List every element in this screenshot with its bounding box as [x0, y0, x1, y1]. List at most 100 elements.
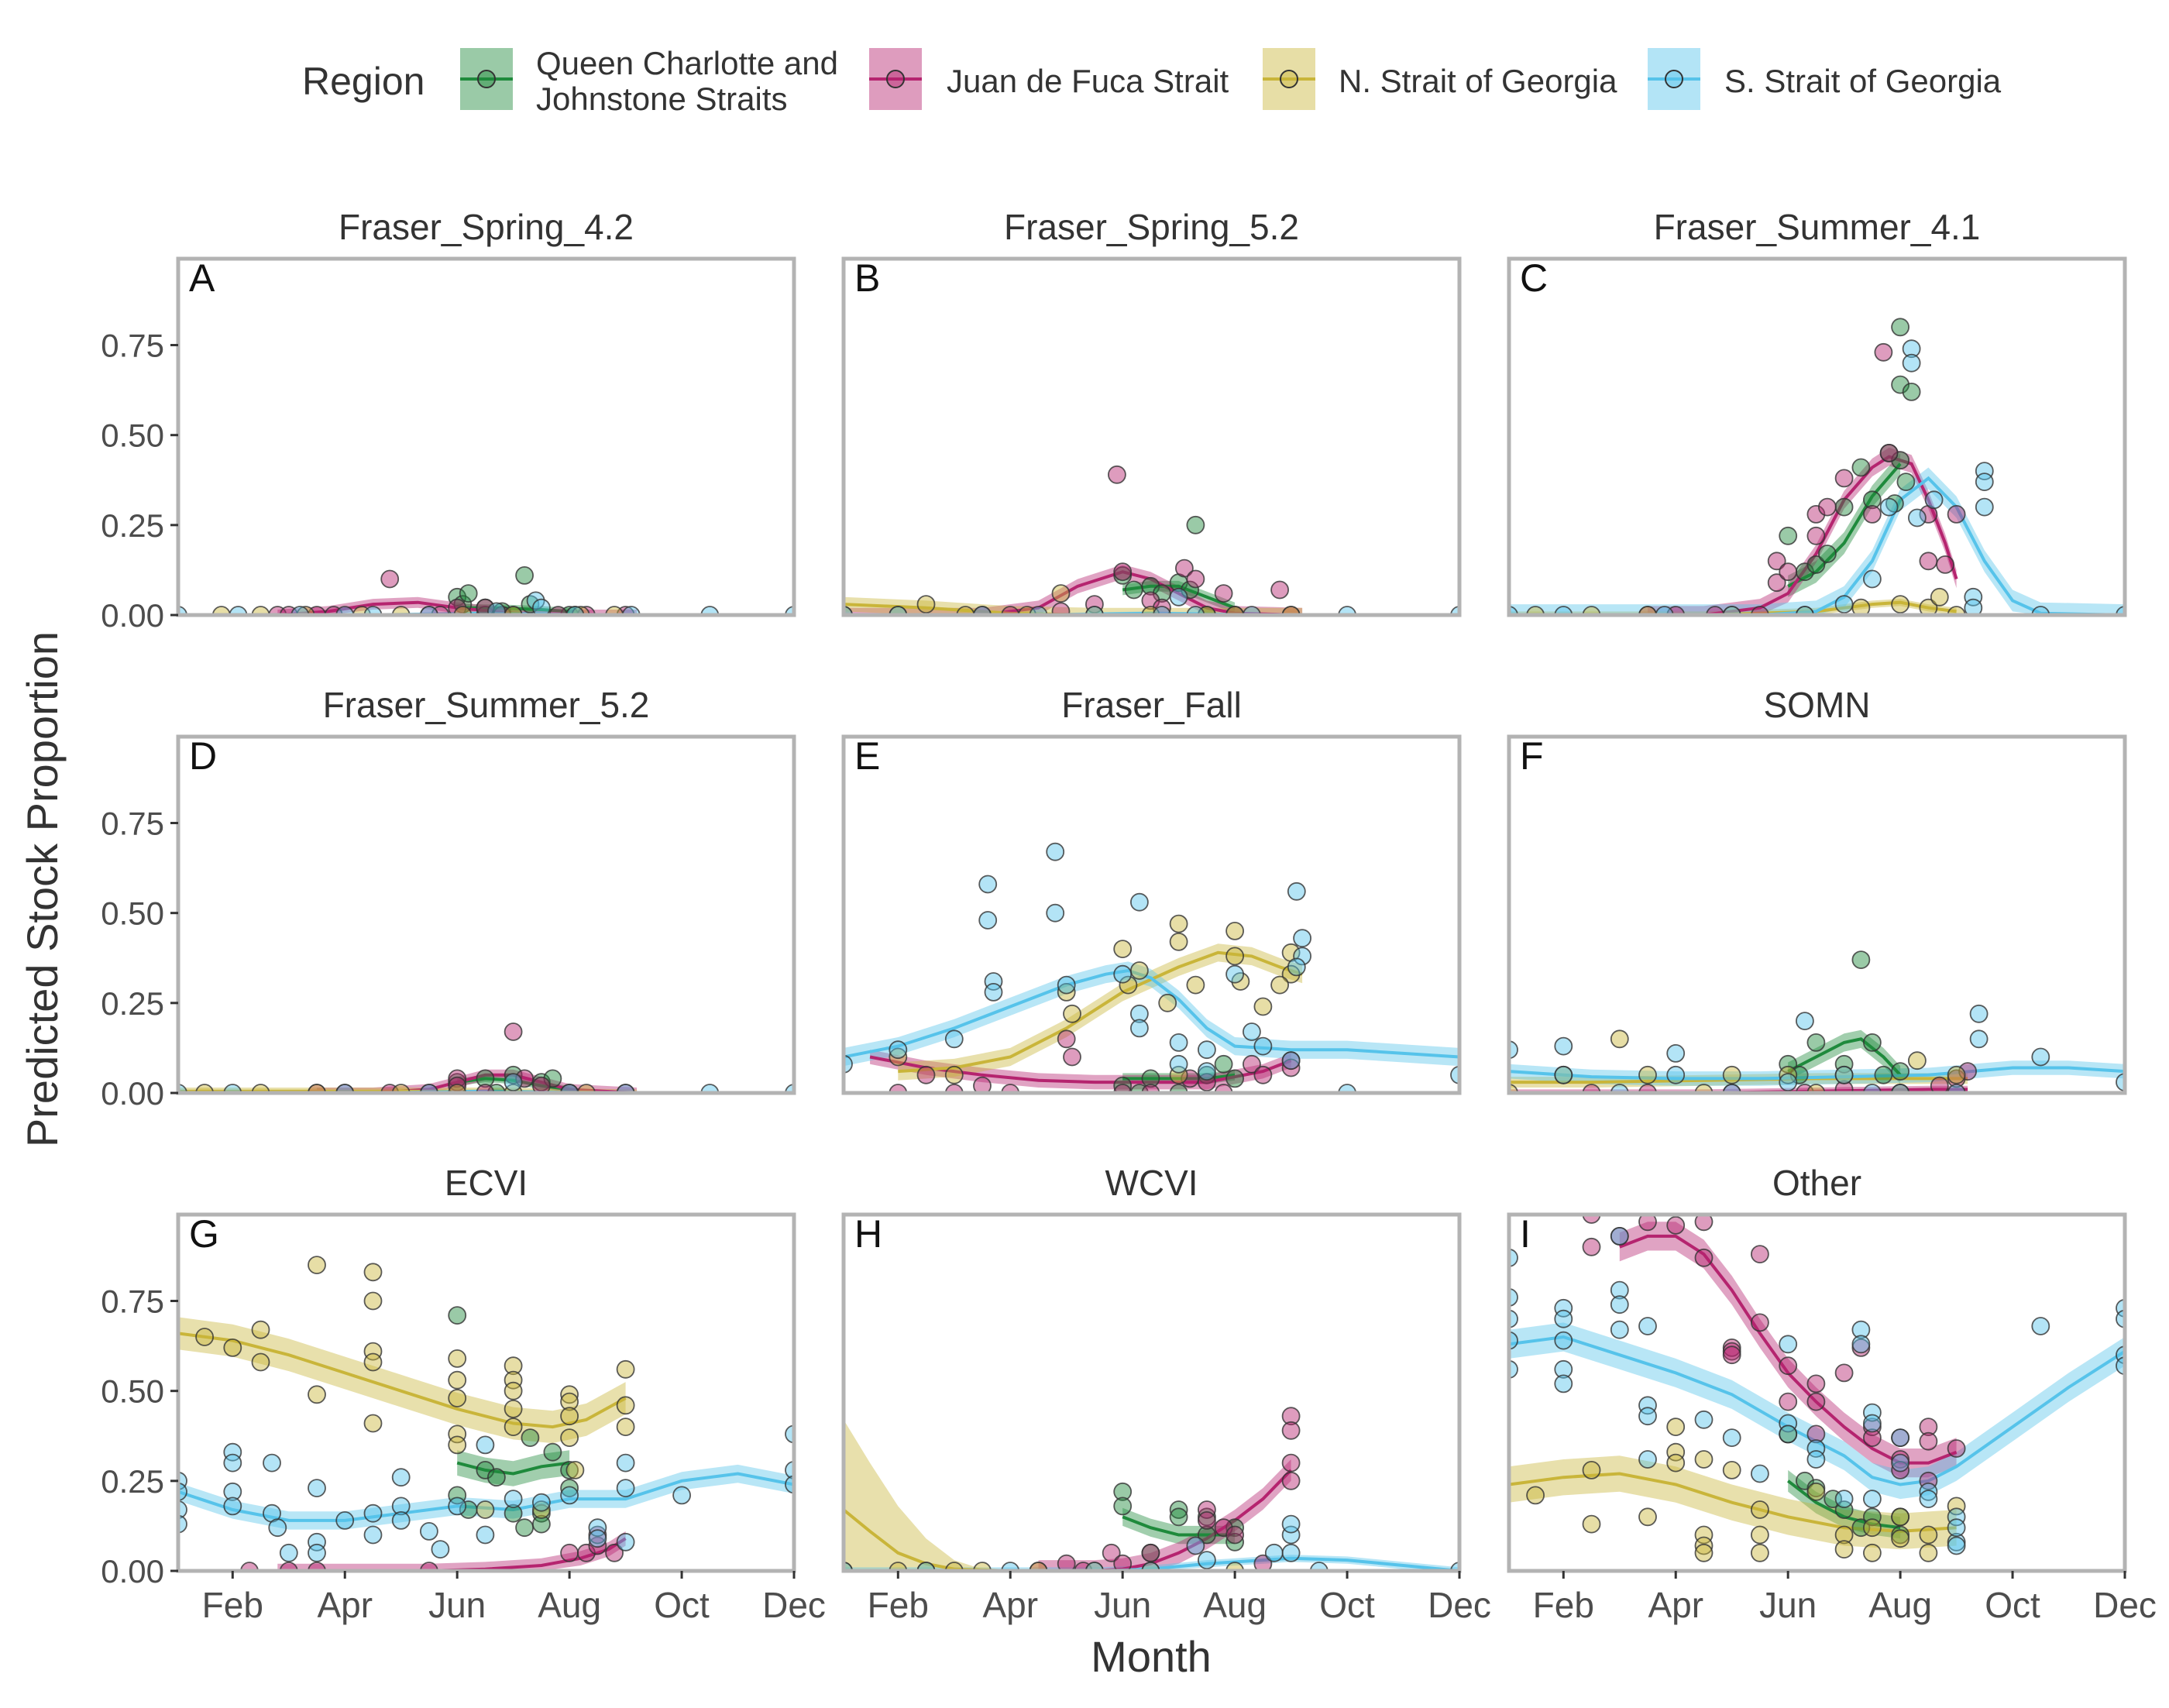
data-point-ssog: [363, 1504, 383, 1523]
data-point-qc: [1891, 318, 1910, 337]
data-point-jdf: [308, 606, 326, 615]
data-point-ssog: [1722, 606, 1741, 615]
panel-title: ECVI: [445, 1163, 528, 1203]
data-point-qc: [515, 1518, 534, 1538]
data-point-ssog: [973, 606, 992, 615]
data-point-nsog: [956, 606, 975, 615]
data-point-qc: [476, 1069, 495, 1088]
panel-border: [841, 256, 1462, 617]
data-point-ssog: [1338, 1084, 1356, 1093]
fit-line-nsog: [844, 1508, 1291, 1571]
data-point-jdf: [1930, 1076, 1949, 1093]
data-point-nsog: [1186, 975, 1205, 995]
data-point-jdf: [279, 606, 298, 615]
data-point-ssog: [1919, 1482, 1938, 1501]
data-point-jdf: [1706, 606, 1724, 615]
data-point-jdf: [1796, 1084, 1814, 1093]
fit-line-nsog: [178, 1332, 627, 1429]
data-point-ssog: [2116, 1073, 2125, 1091]
ci-band-nsog: [1509, 599, 1957, 615]
x-tick-label: Oct: [1985, 1585, 2040, 1625]
data-point-ssog: [1554, 1309, 1573, 1328]
data-point-nsog: [223, 1339, 242, 1357]
data-point-ssog: [2116, 606, 2125, 615]
fit-line-jdf: [869, 1055, 1292, 1084]
ci-band-jdf: [277, 1531, 626, 1571]
data-point-nsog: [1526, 1486, 1545, 1505]
data-point-ssog: [229, 606, 248, 615]
data-point-ssog: [2116, 1309, 2125, 1328]
data-point-jdf: [1074, 1562, 1093, 1571]
data-point-qc: [1817, 545, 1837, 563]
data-point-jdf: [308, 1562, 326, 1571]
panel-plot-area: [178, 1256, 794, 1571]
legend-label-line2: Johnstone Straits: [536, 81, 788, 117]
panel-title: Fraser_Spring_4.2: [339, 207, 634, 247]
data-point-ssog: [785, 1475, 794, 1494]
panel-title: Fraser_Summer_5.2: [323, 685, 650, 725]
data-point-jdf: [1281, 1407, 1301, 1426]
data-point-nsog: [1694, 1084, 1714, 1093]
data-point-jdf: [324, 606, 343, 615]
data-point-qc: [1891, 375, 1910, 394]
data-point-ssog: [1947, 1084, 1966, 1093]
data-point-nsog: [1638, 606, 1657, 615]
data-point-ssog: [223, 1453, 242, 1473]
data-point-jdf: [1751, 606, 1769, 615]
data-point-jdf: [515, 1069, 534, 1088]
data-point-nsog: [1666, 1418, 1686, 1436]
data-point-nsog: [1169, 914, 1188, 933]
x-tick-label: Aug: [538, 1585, 601, 1625]
data-point-ssog: [1666, 1065, 1686, 1084]
data-point-ssog: [1554, 1331, 1573, 1350]
panel-letter: I: [1520, 1212, 1531, 1256]
data-point-nsog: [251, 1084, 270, 1093]
data-point-ssog: [944, 1029, 964, 1049]
y-tick-label: 0.00: [101, 597, 164, 634]
data-point-ssog: [223, 1482, 242, 1501]
data-point-nsog: [616, 1396, 635, 1415]
panel-plot-area: [844, 842, 1459, 1093]
data-point-nsog: [448, 1370, 467, 1390]
data-point-ssog: [1610, 1295, 1629, 1315]
y-tick-label: 0.50: [101, 418, 164, 454]
x-axis-title: Month: [1091, 1632, 1212, 1681]
data-point-ssog: [984, 972, 1003, 991]
data-point-ssog: [279, 1543, 298, 1562]
legend-key-point: [1280, 70, 1298, 88]
data-point-ssog: [268, 1518, 287, 1538]
ci-band-qc: [457, 1450, 570, 1486]
panel-plot-area: [844, 465, 1459, 615]
data-point-jdf: [1582, 1084, 1601, 1093]
data-point-jdf: [1806, 526, 1826, 545]
x-tick-label: Apr: [982, 1585, 1038, 1625]
data-point-jdf: [1779, 1392, 1798, 1411]
data-point-ssog: [1287, 881, 1306, 901]
data-point-nsog: [1057, 983, 1076, 1002]
data-point-ssog: [2031, 1317, 2050, 1335]
data-point-ssog: [476, 1525, 495, 1545]
data-point-jdf: [1281, 1453, 1301, 1473]
data-point-jdf: [1958, 1062, 1978, 1081]
data-point-qc: [1891, 1062, 1910, 1081]
ci-band-qc: [1788, 452, 1901, 597]
x-tick-label: Jun: [1094, 1585, 1151, 1625]
data-point-jdf: [1806, 1374, 1826, 1394]
data-point-nsog: [1141, 606, 1160, 615]
data-point-ssog: [1862, 1414, 1882, 1433]
data-point-nsog: [1198, 606, 1216, 615]
data-point-ssog: [1638, 1407, 1657, 1426]
data-point-nsog: [1694, 1450, 1714, 1469]
data-point-ssog: [308, 1543, 326, 1562]
data-point-jdf: [1862, 505, 1882, 524]
data-point-ssog: [1198, 1062, 1216, 1081]
panel-g: ECVI G 0.00 0.25 0.50 0.75 Feb Apr Jun Aug Oct Dec: [101, 1163, 826, 1625]
data-point-nsog: [1750, 1543, 1769, 1562]
data-point-jdf: [1281, 1058, 1301, 1077]
data-point-ssog: [1450, 606, 1459, 615]
data-point-jdf: [1694, 1248, 1714, 1267]
data-point-jdf: [279, 1562, 298, 1571]
data-point-nsog: [1253, 997, 1273, 1016]
data-point-ssog: [431, 1540, 450, 1559]
data-point-ssog: [560, 1486, 579, 1505]
